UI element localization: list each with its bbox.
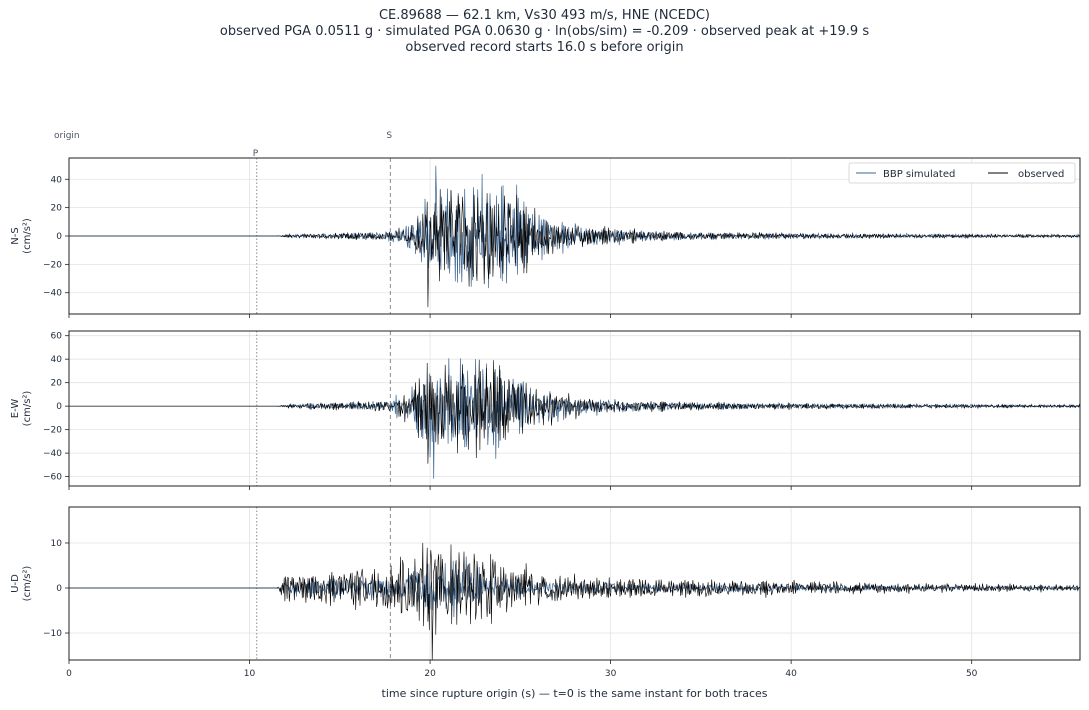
panel-frame [68,506,1081,661]
y-tick-label: 0 [56,232,62,242]
y-tick-label: 0 [56,402,62,412]
y-axis-unit: (cm/s²) [22,218,33,254]
chart-title: CE.89688 — 62.1 km, Vs30 493 m/s, HNE (N… [0,8,1089,56]
y-tick-label: 20 [51,379,63,389]
origin-marker-label: origin [54,131,80,141]
x-tick-label: 0 [66,669,72,679]
y-tick-label: 40 [51,355,63,365]
panel-n-s: −40 −20 0 20 40 N-S (cm/s²) BBP simulated observ… [10,157,1081,318]
x-tick-label: 20 [424,669,436,679]
y-axis-unit: (cm/s²) [22,566,33,602]
y-tick-label: 20 [51,204,63,214]
y-tick-label: 60 [51,332,63,342]
simulated-series-line [69,165,1080,289]
p-marker-label: P [253,149,259,159]
x-axis-label: time since rupture origin (s) — t=0 is t… [382,687,768,700]
title-line-2: observed PGA 0.0511 g · simulated PGA 0.… [219,24,870,39]
y-axis-label: N-S [10,227,21,244]
panel-frame [68,330,1081,487]
panel-e-w: −60 −40 −20 0 20 40 60 E-W (cm/s²) [10,330,1081,490]
legend-observed-label: observed [1018,169,1064,180]
observed-series-line [69,189,1080,308]
observed-series-line [69,359,1080,464]
y-tick-label: 0 [56,584,62,594]
y-axis-label: U-D [10,574,21,593]
y-tick-label: −20 [43,426,62,436]
observed-series-line [69,542,1080,660]
y-tick-label: 40 [51,175,63,185]
legend-box [848,162,1076,184]
simulated-series-line [69,556,1080,618]
y-tick-label: −40 [43,289,62,299]
y-axis-label: E-W [10,399,21,419]
simulated-series-line [69,358,1080,479]
x-tick-label: 10 [244,669,256,679]
panel-u-d: −10 0 10 U-D (cm/s²) 0 10 20 30 40 50 [10,506,1081,679]
y-tick-label: −40 [43,449,62,459]
y-tick-label: −60 [43,473,62,483]
legend-simulated-label: BBP simulated [883,169,955,180]
y-axis-unit: (cm/s²) [22,391,33,427]
x-tick-label: 30 [605,669,617,679]
y-tick-label: 10 [51,539,63,549]
x-tick-label: 50 [966,669,978,679]
panel-frame [68,157,1081,315]
title-line-1: CE.89688 — 62.1 km, Vs30 493 m/s, HNE (N… [378,8,711,23]
legend: BBP simulated observed [848,162,1076,184]
s-marker-label: S [386,131,392,141]
y-tick-label: −10 [43,629,62,639]
x-tick-label: 40 [785,669,797,679]
y-tick-label: −20 [43,260,62,270]
title-line-3: observed record starts 16.0 s before ori… [405,40,684,55]
